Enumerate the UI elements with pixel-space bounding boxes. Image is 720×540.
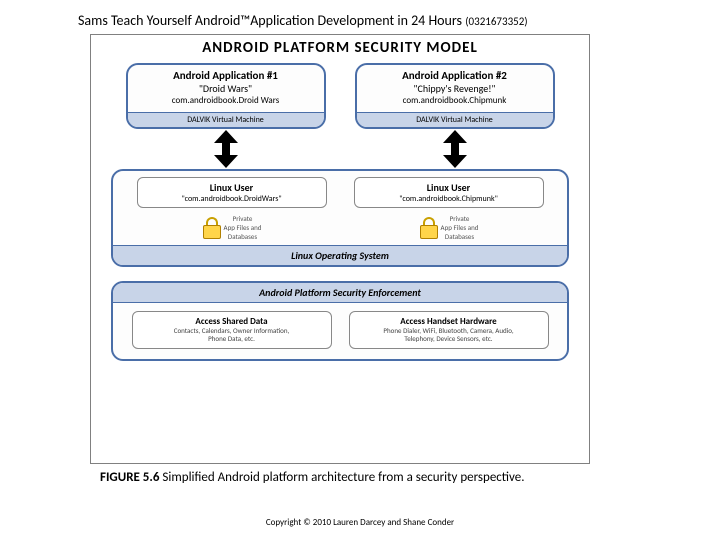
- app-box-1: Android Application #1 "Droid Wars" com.…: [126, 63, 326, 129]
- app1-title: Android Application #1: [134, 69, 318, 82]
- private-label-2: Private App Files and Databases: [441, 214, 479, 241]
- arrow-1: [126, 131, 326, 167]
- book-header: Sams Teach Yourself Android™Application …: [78, 12, 528, 29]
- app1-name: "Droid Wars": [134, 82, 318, 95]
- diagram-title: ANDROID PLATFORM SECURITY MODEL: [91, 35, 589, 63]
- linux-box: Linux User "com.androidbook.DroidWars" L…: [111, 169, 569, 267]
- app1-pkg: com.androidbook.Droid Wars: [134, 95, 318, 106]
- access-hardware: Access Handset Hardware Phone Dialer, Wi…: [349, 311, 549, 349]
- figure-text: Simplified Android platform architecture…: [162, 470, 524, 485]
- app-box-2: Android Application #2 "Chippy's Revenge…: [355, 63, 555, 129]
- app2-pkg: com.androidbook.Chipmunk: [363, 95, 547, 106]
- figure-number: FIGURE 5.6: [100, 470, 159, 485]
- access1-detail: Contacts, Calendars, Owner Information, …: [137, 327, 327, 344]
- user1-title: Linux User: [140, 181, 324, 194]
- private-files-1: Private App Files and Databases: [137, 214, 327, 241]
- access-shared-data: Access Shared Data Contacts, Calendars, …: [132, 311, 332, 349]
- app2-title: Android Application #2: [363, 69, 547, 82]
- lock-icon: [202, 217, 220, 239]
- figure-caption: FIGURE 5.6 Simplified Android platform a…: [100, 470, 525, 485]
- private-files-2: Private App Files and Databases: [354, 214, 544, 241]
- copyright-line: Copyright © 2010 Lauren Darcey and Shane…: [0, 517, 720, 528]
- access2-detail: Phone Dialer, WiFi, Bluetooth, Camera, A…: [354, 327, 544, 344]
- app1-dalvik: DALVIK Virtual Machine: [128, 112, 324, 127]
- arrow-row: [91, 129, 589, 169]
- arrow-2: [355, 131, 555, 167]
- security-diagram: ANDROID PLATFORM SECURITY MODEL Android …: [90, 34, 590, 464]
- app2-dalvik: DALVIK Virtual Machine: [357, 112, 553, 127]
- user2-pkg: "com.androidbook.Chipmunk": [357, 194, 541, 204]
- security-enforcement-box: Android Platform Security Enforcement Ac…: [111, 281, 569, 361]
- book-isbn: (0321673352): [465, 15, 527, 28]
- application-row: Android Application #1 "Droid Wars" com.…: [91, 63, 589, 129]
- linux-user-1: Linux User "com.androidbook.DroidWars": [137, 177, 327, 208]
- private-label-1: Private App Files and Databases: [224, 214, 262, 241]
- user1-pkg: "com.androidbook.DroidWars": [140, 194, 324, 204]
- linux-user-2: Linux User "com.androidbook.Chipmunk": [354, 177, 544, 208]
- lock-icon: [419, 217, 437, 239]
- linux-os-label: Linux Operating System: [113, 245, 567, 265]
- app2-name: "Chippy's Revenge!": [363, 82, 547, 95]
- book-title: Sams Teach Yourself Android™Application …: [78, 12, 462, 29]
- user2-title: Linux User: [357, 181, 541, 194]
- security-title: Android Platform Security Enforcement: [113, 283, 567, 303]
